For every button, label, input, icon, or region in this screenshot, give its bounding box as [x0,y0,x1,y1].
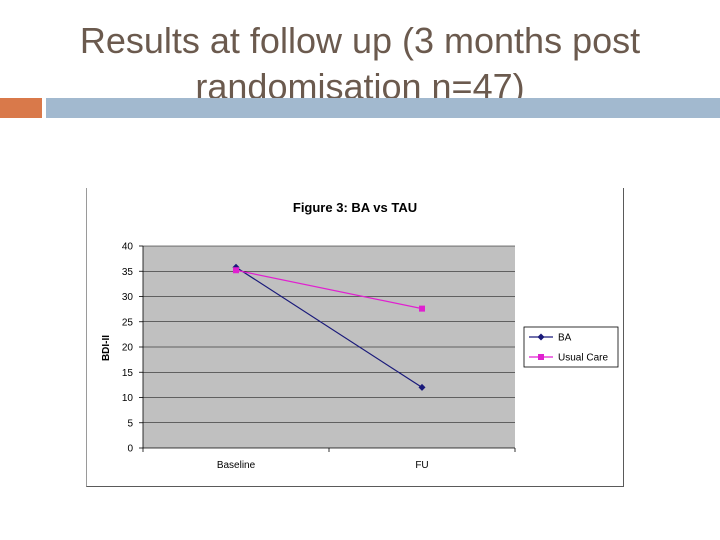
chart-title: Figure 3: BA vs TAU [293,200,417,215]
legend-box [523,326,619,368]
y-tick-label: 35 [122,267,134,278]
y-tick-label: 20 [122,343,134,354]
gridlines [143,245,515,424]
y-axis-label: BDI-II [101,335,112,361]
slide-title: Results at follow up (3 months post rand… [79,20,641,107]
y-tick-label: 30 [122,292,134,303]
data-point-usual-care [233,267,239,274]
legend-marker-ba [537,333,545,341]
x-tick-label: Baseline [217,460,256,471]
series-layer [232,263,426,391]
x-tick-label: FU [415,460,428,471]
y-tick-label: 10 [122,393,134,404]
legend-label-ba: BA [558,333,572,344]
chart-svg: Figure 3: BA vs TAU 0 5 10 15 20 25 30 35 40 Base… [101,200,619,471]
legend-marker-usual-care [538,354,544,360]
chart-container: Figure 3: BA vs TAU 0 5 10 15 20 25 30 35 40 Base… [86,188,624,487]
data-point-ba [418,383,426,391]
y-tick-label: 40 [122,242,134,253]
series-line-ba [235,266,423,388]
y-tick-label: 15 [122,368,134,379]
legend-label-usual-care: Usual Care [558,353,608,364]
axes: 0 5 10 15 20 25 30 35 40 Baseline FU [122,242,516,471]
series-line-usual-care [235,269,423,310]
y-tick-label: 25 [122,317,134,328]
title-accent-bar-blue [46,98,720,118]
data-point-usual-care [419,305,425,312]
y-tick-label: 0 [127,444,133,455]
title-accent-bar-orange [0,98,42,118]
legend: BA Usual Care [523,326,619,368]
y-tick-label: 5 [127,418,133,429]
